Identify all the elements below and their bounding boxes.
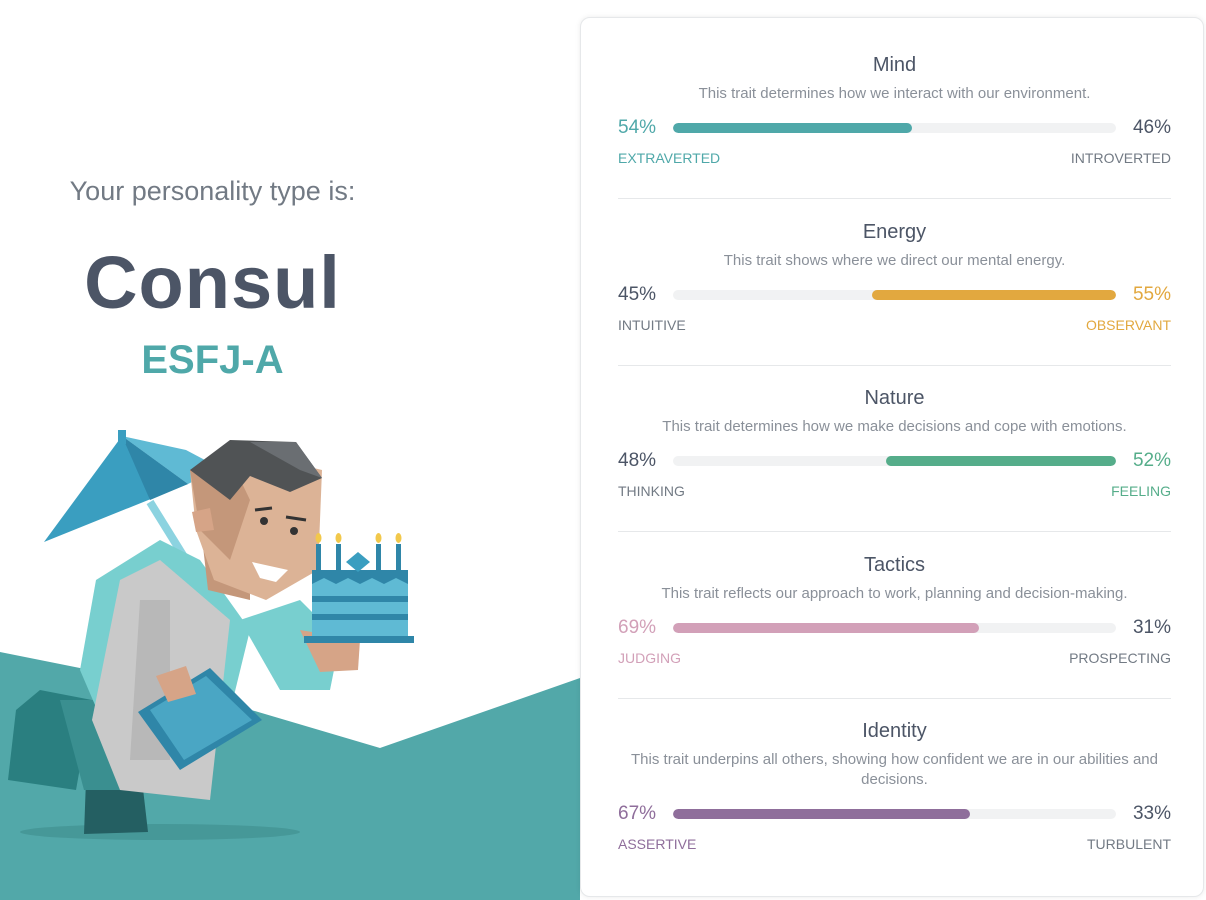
- trait-bar-row: 45% 55%: [618, 283, 1171, 307]
- trait-description: This trait shows where we direct our men…: [723, 252, 1066, 269]
- left-percentage: 67%: [618, 803, 657, 824]
- personality-summary-panel: Your personality type is: Consul ESFJ-A: [0, 0, 580, 900]
- trait-bar-row: 69% 31%: [618, 616, 1171, 640]
- trait-pole-labels: EXTRAVERTED INTROVERTED: [618, 148, 1171, 168]
- divider: [618, 198, 1171, 199]
- left-pole-label: EXTRAVERTED: [618, 150, 721, 166]
- trait-title: Tactics: [863, 554, 926, 576]
- trait-progress-track: [673, 456, 1116, 466]
- trait-progress-track: [673, 290, 1116, 300]
- trait-bar-row: 67% 33%: [618, 802, 1171, 826]
- trait-progress-fill: [673, 623, 979, 633]
- trait-pole-labels: ASSERTIVE TURBULENT: [618, 834, 1171, 854]
- right-percentage: 33%: [1132, 803, 1171, 824]
- trait-description: This trait determines how we make decisi…: [662, 418, 1127, 435]
- right-pole-label: FEELING: [1111, 483, 1171, 499]
- trait-identity: Identity This trait underpins all others…: [618, 718, 1171, 854]
- trait-bar-row: 54% 46%: [618, 116, 1171, 140]
- left-percentage: 48%: [618, 450, 657, 471]
- trait-progress-track: [673, 123, 1116, 133]
- left-pole-label: INTUITIVE: [618, 317, 686, 333]
- right-pole-label: OBSERVANT: [1085, 317, 1171, 333]
- trait-description: This trait determines how we interact wi…: [698, 85, 1091, 102]
- trait-progress-track: [673, 623, 1116, 633]
- left-pole-label: JUDGING: [618, 650, 681, 666]
- trait-title: Identity: [862, 720, 927, 742]
- trait-energy: Energy This trait shows where we direct …: [618, 219, 1171, 335]
- trait-nature: Nature This trait determines how we make…: [618, 385, 1171, 501]
- consul-illustration: [0, 430, 580, 900]
- right-pole-label: TURBULENT: [1086, 836, 1171, 852]
- traits-card: Mind This trait determines how we intera…: [580, 17, 1204, 897]
- trait-description: This trait underpins all others, showing…: [631, 751, 1158, 788]
- trait-progress-fill: [885, 456, 1116, 466]
- trait-mind: Mind This trait determines how we intera…: [618, 52, 1171, 168]
- trait-title: Energy: [862, 221, 927, 243]
- right-percentage: 52%: [1132, 450, 1171, 471]
- intro-text: Your personality type is:: [69, 176, 356, 206]
- left-percentage: 69%: [618, 617, 657, 638]
- personality-type-name: Consul: [84, 241, 341, 324]
- trait-pole-labels: JUDGING PROSPECTING: [618, 648, 1171, 668]
- trait-description: This trait reflects our approach to work…: [661, 585, 1128, 602]
- trait-title: Nature: [864, 387, 925, 409]
- left-percentage: 45%: [618, 284, 657, 305]
- right-pole-label: PROSPECTING: [1069, 650, 1171, 666]
- trait-progress-fill: [673, 809, 970, 819]
- trait-pole-labels: INTUITIVE OBSERVANT: [618, 315, 1171, 335]
- left-pole-label: THINKING: [618, 483, 685, 499]
- divider: [618, 698, 1171, 699]
- left-pole-label: ASSERTIVE: [618, 836, 697, 852]
- trait-title: Mind: [872, 54, 917, 76]
- trait-tactics: Tactics This trait reflects our approach…: [618, 552, 1171, 668]
- trait-progress-fill: [872, 290, 1116, 300]
- divider: [618, 365, 1171, 366]
- trait-bar-row: 48% 52%: [618, 449, 1171, 473]
- trait-progress-fill: [673, 123, 913, 133]
- trait-pole-labels: THINKING FEELING: [618, 481, 1171, 501]
- right-percentage: 55%: [1132, 284, 1171, 305]
- personality-type-code: ESFJ-A: [141, 338, 284, 382]
- right-percentage: 46%: [1132, 117, 1171, 138]
- right-percentage: 31%: [1132, 617, 1171, 638]
- birthday-cake-icon: [304, 533, 414, 643]
- divider: [618, 531, 1171, 532]
- left-percentage: 54%: [618, 117, 657, 138]
- right-pole-label: INTROVERTED: [1070, 150, 1171, 166]
- trait-progress-track: [673, 809, 1116, 819]
